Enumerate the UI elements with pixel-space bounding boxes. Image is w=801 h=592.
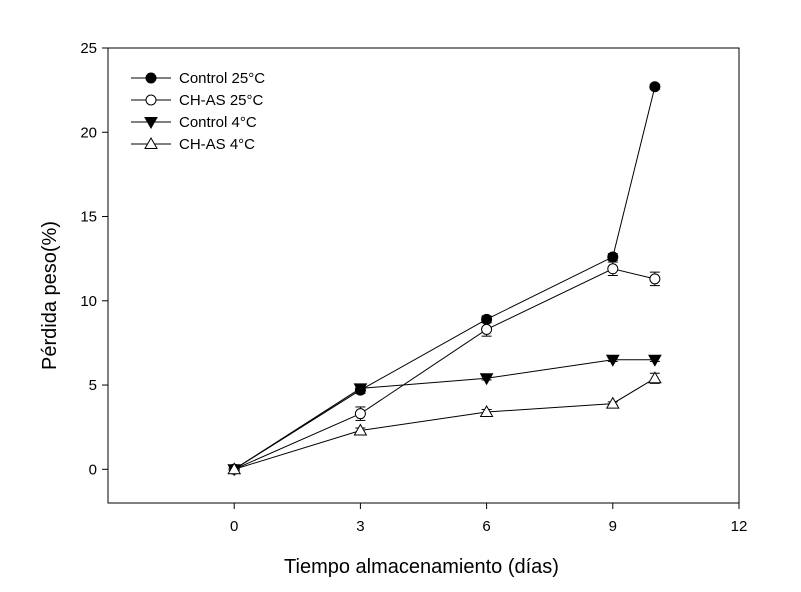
series-3: [227, 354, 662, 477]
series-line: [233, 359, 655, 470]
x-tick-label: 6: [482, 518, 490, 535]
data-point: [648, 371, 662, 384]
y-tick-label: 15: [80, 209, 97, 226]
series-line: [233, 268, 655, 470]
data-point: [144, 136, 158, 149]
data-point: [479, 373, 494, 386]
legend-item: Control 25°C: [131, 70, 265, 87]
y-tick-label: 5: [89, 377, 97, 394]
data-point: [649, 273, 661, 285]
series-line: [233, 86, 656, 470]
legend-item: CH-AS 25°C: [131, 92, 264, 109]
plot-frame: [107, 47, 740, 504]
x-axis-title: Tiempo almacenamiento (días): [284, 556, 559, 578]
data-point: [649, 81, 661, 93]
legend: Control 25°C CH-AS 25°C Control 4°C CH-AS 4…: [131, 70, 265, 153]
axes: 0 5 10 15 20 25 0 3 6 9 12: [80, 40, 747, 535]
data-point: [607, 263, 619, 275]
y-tick-label: 0: [89, 461, 97, 478]
plot-area: [227, 81, 662, 477]
data-point: [648, 354, 662, 367]
legend-label: Control 4°C: [179, 114, 257, 131]
data-point: [145, 72, 157, 84]
x-tick-label: 9: [609, 518, 617, 535]
legend-label: CH-AS 4°C: [179, 136, 255, 153]
y-tick-label: 10: [80, 293, 97, 310]
legend-label: Control 25°C: [179, 70, 265, 87]
data-point: [479, 404, 494, 417]
x-tick-label: 3: [356, 518, 364, 535]
series-2: [228, 261, 661, 475]
data-point: [607, 251, 619, 263]
data-point: [353, 423, 368, 436]
data-point: [353, 383, 368, 396]
series-4: [227, 371, 662, 475]
y-axis-title: Pérdida peso(%): [39, 221, 61, 370]
data-point: [605, 354, 620, 367]
y-tick-label: 20: [80, 124, 97, 141]
x-tick-label: 12: [731, 518, 748, 535]
data-point: [227, 462, 242, 475]
series-line: [234, 377, 656, 470]
data-point: [145, 94, 157, 106]
data-point: [144, 117, 158, 130]
data-point: [605, 396, 620, 409]
legend-label: CH-AS 25°C: [179, 92, 264, 109]
data-point: [354, 408, 366, 420]
x-tick-label: 0: [230, 518, 238, 535]
y-tick-label: 25: [80, 40, 97, 57]
legend-item: CH-AS 4°C: [131, 136, 255, 153]
data-point: [481, 323, 493, 335]
legend-item: Control 4°C: [131, 114, 257, 131]
series-1: [228, 81, 661, 475]
